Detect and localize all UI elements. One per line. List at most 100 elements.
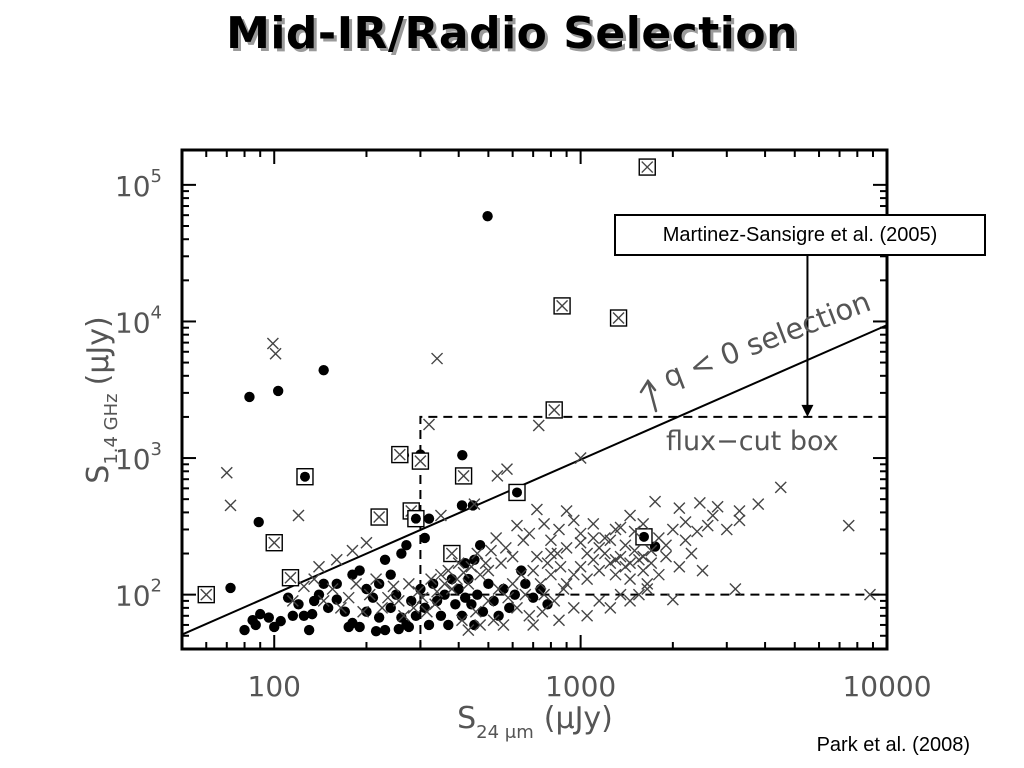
data-point: [263, 612, 274, 623]
data-point: [419, 602, 430, 614]
data-point: [317, 594, 330, 607]
data-point: [679, 534, 692, 547]
data-point: [407, 509, 425, 528]
data-point: [482, 594, 495, 607]
data-point: [343, 621, 354, 633]
data-point: [466, 599, 477, 610]
data-point: [487, 614, 500, 627]
data-point: [530, 503, 543, 516]
data-point: [637, 550, 650, 563]
data-point: [442, 564, 455, 577]
data-point: [720, 523, 733, 536]
data-point: [425, 573, 438, 586]
plot-frame: [180, 148, 889, 651]
data-point: [247, 614, 258, 626]
y-axis-label-unit: (μJy): [81, 316, 116, 385]
data-point: [220, 466, 233, 479]
data-point: [628, 525, 641, 538]
data-point: [593, 541, 606, 554]
line-label-arrow: [639, 378, 658, 413]
data-point: [423, 418, 435, 431]
data-point: [581, 609, 594, 622]
data-point: [544, 534, 557, 547]
data-point: [455, 614, 468, 627]
y-axis-label-main: S: [81, 465, 116, 484]
data-point: [197, 585, 215, 604]
data-point: [733, 504, 746, 517]
data-point: [693, 496, 706, 509]
y-tick-label: 104: [115, 302, 162, 339]
data-point: [423, 619, 435, 631]
x-tick-label: 10000: [842, 670, 931, 703]
data-point: [410, 610, 422, 622]
data-point: [469, 605, 482, 618]
data-point: [515, 568, 528, 581]
data-point: [557, 582, 570, 595]
data-point: [482, 564, 495, 577]
data-point: [281, 569, 300, 587]
data-point: [313, 560, 325, 573]
data-point: [357, 605, 370, 618]
data-point: [679, 516, 692, 529]
data-point: [269, 347, 282, 360]
data-point: [530, 550, 543, 563]
data-point: [538, 588, 551, 601]
data-point: [532, 419, 545, 432]
data-point: [711, 500, 724, 513]
data-point: [326, 582, 339, 595]
selection-line: [181, 324, 888, 636]
data-point: [509, 589, 521, 600]
data-point: [472, 589, 483, 600]
data-point: [673, 502, 686, 515]
data-point: [491, 469, 504, 482]
y-axis-label: S1.4 GHz (μJy): [81, 316, 122, 483]
data-point: [641, 582, 654, 595]
data-point: [696, 564, 709, 577]
data-point: [465, 560, 478, 573]
data-point: [519, 588, 532, 601]
data-point: [361, 583, 372, 595]
data-point: [609, 553, 622, 566]
data-point: [452, 557, 465, 570]
callout-label: Martinez-Sansigre et al. (2005): [614, 214, 986, 256]
data-point: [593, 594, 606, 607]
data-point: [477, 606, 489, 617]
data-point: [516, 565, 527, 576]
data-point: [534, 577, 547, 590]
data-point: [434, 568, 447, 581]
data-point: [370, 573, 383, 586]
data-point: [538, 517, 551, 530]
data-point: [504, 602, 515, 614]
data-point: [701, 519, 714, 532]
x-axis-label-sub: 24 μm: [476, 722, 534, 743]
data-point: [416, 591, 429, 604]
data-point: [363, 588, 376, 601]
data-point: [407, 601, 420, 614]
data-point: [443, 544, 461, 563]
data-point: [635, 528, 653, 546]
data-point: [370, 508, 388, 526]
data-point: [265, 534, 283, 552]
data-point: [401, 540, 412, 551]
callout-arrow-head: [801, 404, 814, 417]
data-point: [255, 608, 266, 620]
data-point: [298, 610, 310, 622]
data-point: [474, 618, 487, 631]
data-point: [733, 514, 746, 527]
data-point: [269, 621, 280, 633]
data-point: [346, 544, 359, 557]
data-point: [500, 463, 513, 476]
data-point: [490, 531, 503, 544]
data-point: [303, 624, 315, 636]
data-point: [393, 623, 404, 635]
data-point: [266, 337, 279, 350]
data-point: [641, 577, 654, 590]
data-point: [373, 578, 385, 590]
data-point: [462, 624, 475, 637]
data-point: [604, 557, 617, 570]
data-point: [567, 514, 580, 527]
data-point: [492, 582, 505, 595]
data-point: [511, 519, 524, 532]
data-point: [411, 452, 430, 470]
